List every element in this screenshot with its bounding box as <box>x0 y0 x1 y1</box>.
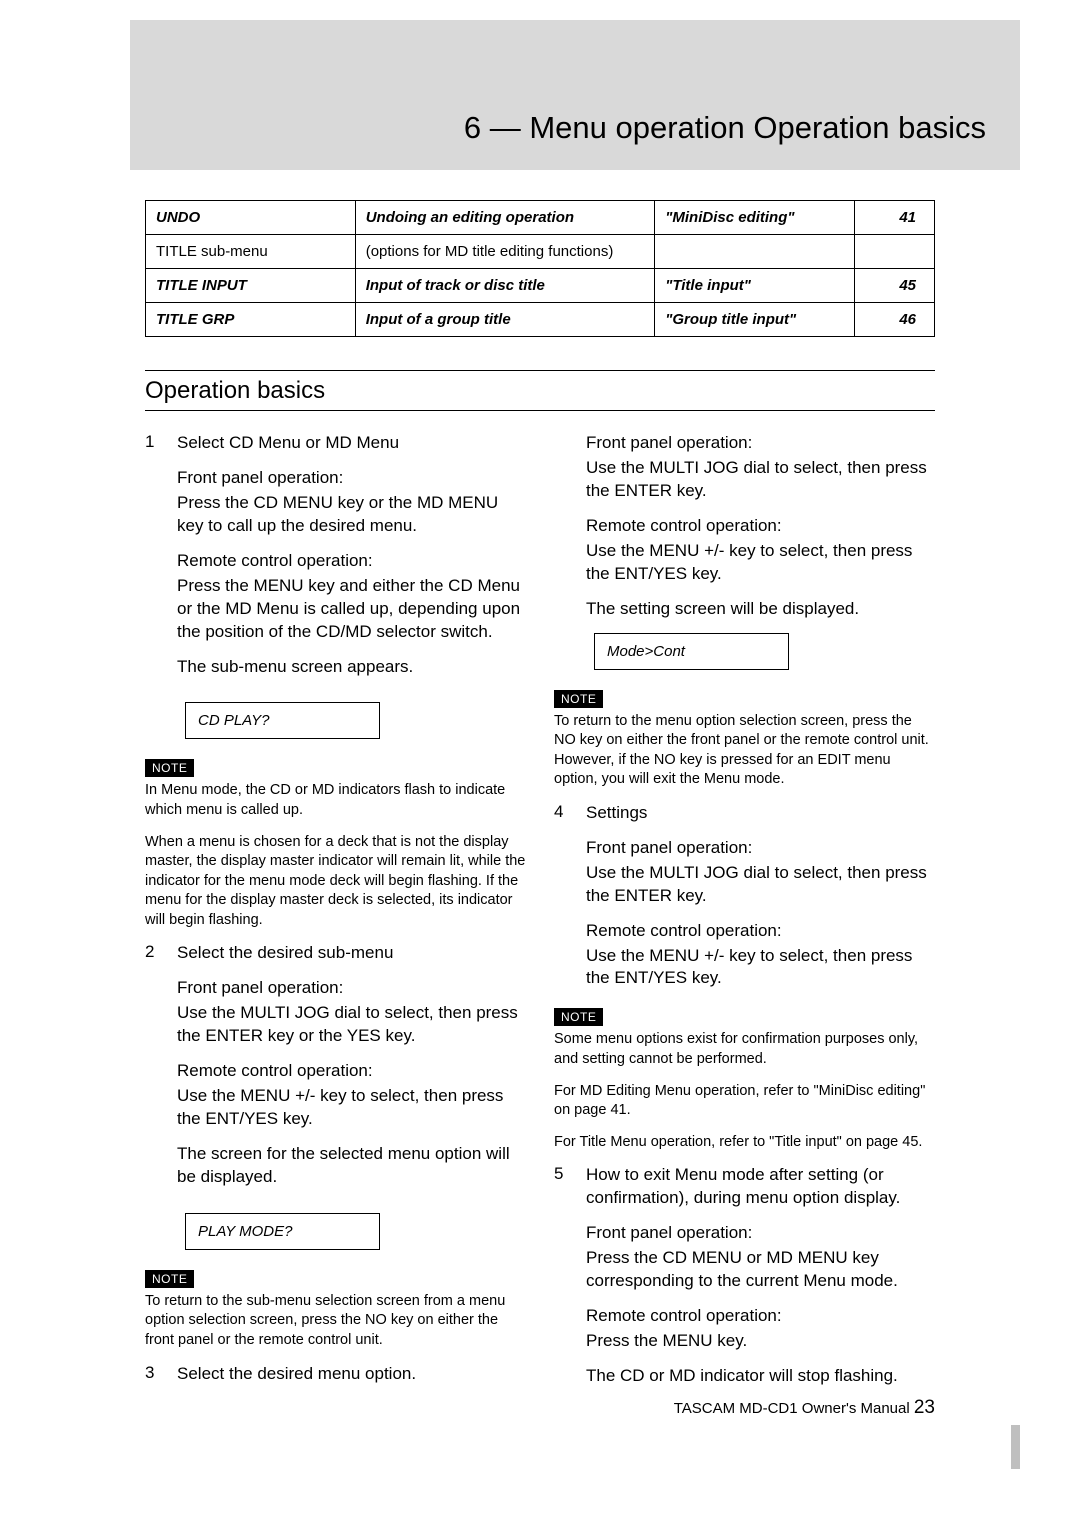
cell: Input of track or disc title <box>355 269 655 303</box>
step-number: 5 <box>554 1164 572 1400</box>
section-divider <box>145 370 935 371</box>
lcd-display: CD PLAY? <box>185 702 380 739</box>
op-label: Front panel operation: <box>586 837 935 860</box>
cell: TITLE GRP <box>146 303 356 337</box>
footer-text: TASCAM MD-CD1 Owner's Manual <box>674 1400 914 1417</box>
op-text: The CD or MD indicator will stop ﬂashing… <box>586 1365 935 1388</box>
menu-table: UNDO Undoing an editing operation "MiniD… <box>145 200 935 337</box>
op-text: Press the CD MENU or MD MENU key corresp… <box>586 1247 935 1293</box>
step-number: 4 <box>554 802 572 1003</box>
cell: 46 <box>855 303 935 337</box>
note-text: For MD Editing Menu operation, refer to … <box>554 1082 935 1121</box>
page-number: 23 <box>914 1397 935 1418</box>
op-text: The screen for the selected menu option … <box>177 1143 526 1189</box>
cell <box>855 235 935 269</box>
cell: 45 <box>855 269 935 303</box>
note-badge: NOTE <box>554 690 603 708</box>
cell: "MiniDisc editing" <box>655 201 855 235</box>
cell <box>655 235 855 269</box>
step-title: How to exit Menu mode after setting (or … <box>586 1164 935 1210</box>
op-text: Use the MULTI JOG dial to select, then p… <box>586 457 935 503</box>
step-body: How to exit Menu mode after setting (or … <box>586 1164 935 1400</box>
op-label: Remote control operation: <box>586 515 935 538</box>
header-band: 6 — Menu operation Operation basics <box>130 20 1020 170</box>
op-text: Press the CD MENU key or the MD MENU key… <box>177 492 526 538</box>
step-number: 1 <box>145 432 163 690</box>
section-divider <box>145 410 935 411</box>
note-text: In Menu mode, the CD or MD indicators ﬂa… <box>145 781 526 820</box>
op-label: Front panel operation: <box>586 432 935 455</box>
op-text: The sub-menu screen appears. <box>177 656 526 679</box>
note-badge: NOTE <box>145 759 194 777</box>
op-label: Front panel operation: <box>177 467 526 490</box>
cell: Input of a group title <box>355 303 655 337</box>
cell: Undoing an editing operation <box>355 201 655 235</box>
cell: 41 <box>855 201 935 235</box>
step-1: 1 Select CD Menu or MD Menu Front panel … <box>145 432 526 690</box>
step-3-cont: Front panel operation: Use the MULTI JOG… <box>586 432 935 621</box>
op-text: Use the MENU +/- key to select, then pre… <box>586 945 935 991</box>
step-number: 3 <box>145 1363 163 1398</box>
op-text: Use the MENU +/- key to select, then pre… <box>586 540 935 586</box>
op-label: Remote control operation: <box>177 550 526 573</box>
op-text: Use the MULTI JOG dial to select, then p… <box>177 1002 526 1048</box>
note-text: For Title Menu operation, refer to "Titl… <box>554 1133 935 1153</box>
op-text: Press the MENU key. <box>586 1330 935 1353</box>
note-badge: NOTE <box>145 1270 194 1288</box>
left-column: 1 Select CD Menu or MD Menu Front panel … <box>145 432 526 1400</box>
page: 6 — Menu operation Operation basics UNDO… <box>0 0 1080 1527</box>
cell: (options for MD title editing functions) <box>355 235 655 269</box>
lcd-display: PLAY MODE? <box>185 1213 380 1250</box>
table-row: TITLE sub-menu (options for MD title edi… <box>146 235 935 269</box>
step-title: Settings <box>586 802 935 825</box>
step-2: 2 Select the desired sub-menu Front pane… <box>145 942 526 1200</box>
note-text: To return to the sub-menu selection scre… <box>145 1292 526 1351</box>
step-5: 5 How to exit Menu mode after setting (o… <box>554 1164 935 1400</box>
op-label: Front panel operation: <box>177 977 526 1000</box>
side-tab <box>1011 1425 1020 1469</box>
table-row: TITLE GRP Input of a group title "Group … <box>146 303 935 337</box>
chapter-title: 6 — Menu operation Operation basics <box>464 110 986 146</box>
cell: "Title input" <box>655 269 855 303</box>
step-title: Select the desired menu option. <box>177 1363 416 1386</box>
table-row: UNDO Undoing an editing operation "MiniD… <box>146 201 935 235</box>
step-body: Select the desired sub-menu Front panel … <box>177 942 526 1200</box>
note-text: Some menu options exist for conﬁrmation … <box>554 1030 935 1069</box>
note-badge: NOTE <box>554 1008 603 1026</box>
table-row: TITLE INPUT Input of track or disc title… <box>146 269 935 303</box>
section-title: Operation basics <box>145 377 325 405</box>
cell: UNDO <box>146 201 356 235</box>
op-text: Use the MULTI JOG dial to select, then p… <box>586 862 935 908</box>
op-label: Remote control operation: <box>586 920 935 943</box>
step-3: 3 Select the desired menu option. <box>145 1363 526 1398</box>
op-label: Front panel operation: <box>586 1222 935 1245</box>
step-title: Select the desired sub-menu <box>177 942 526 965</box>
cell: TITLE sub-menu <box>146 235 356 269</box>
op-text: Press the MENU key and either the CD Men… <box>177 575 526 644</box>
footer: TASCAM MD-CD1 Owner's Manual 23 <box>145 1397 935 1419</box>
content-columns: 1 Select CD Menu or MD Menu Front panel … <box>145 432 935 1400</box>
cell: TITLE INPUT <box>146 269 356 303</box>
step-number: 2 <box>145 942 163 1200</box>
op-label: Remote control operation: <box>586 1305 935 1328</box>
step-title: Select CD Menu or MD Menu <box>177 432 526 455</box>
op-label: Remote control operation: <box>177 1060 526 1083</box>
cell: "Group title input" <box>655 303 855 337</box>
right-column: Front panel operation: Use the MULTI JOG… <box>554 432 935 1400</box>
menu-table-body: UNDO Undoing an editing operation "MiniD… <box>146 201 935 337</box>
note-text: When a menu is chosen for a deck that is… <box>145 833 526 931</box>
step-body: Select CD Menu or MD Menu Front panel op… <box>177 432 526 690</box>
step-body: Select the desired menu option. <box>177 1363 416 1398</box>
op-text: The setting screen will be displayed. <box>586 598 935 621</box>
step-body: Settings Front panel operation: Use the … <box>586 802 935 1003</box>
step-4: 4 Settings Front panel operation: Use th… <box>554 802 935 1003</box>
note-text: To return to the menu option selection s… <box>554 712 935 790</box>
lcd-display: Mode>Cont <box>594 633 789 670</box>
op-text: Use the MENU +/- key to select, then pre… <box>177 1085 526 1131</box>
